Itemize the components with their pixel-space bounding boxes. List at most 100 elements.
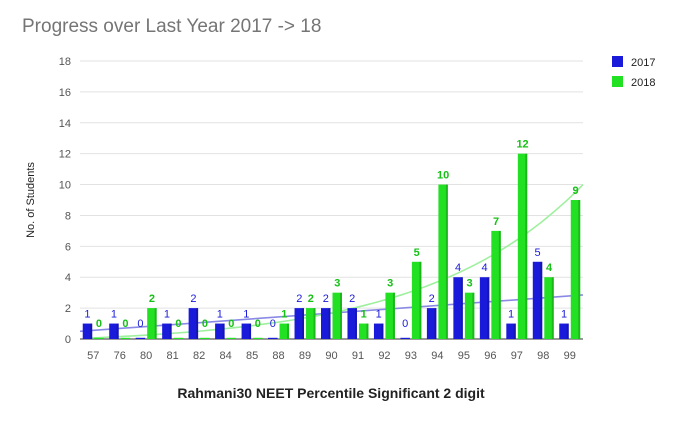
bar-2017-92: [373, 323, 384, 339]
y-tick-label: 8: [65, 210, 71, 222]
bar-2018-80: [147, 308, 157, 339]
bar-shade: [196, 308, 199, 339]
bar-2018-96: [491, 230, 501, 339]
bar-2017-85: [241, 323, 252, 339]
bar-2017-99: [559, 323, 569, 339]
data-label-2017: 2: [323, 293, 329, 305]
data-label-2017: 1: [164, 309, 170, 321]
data-label-2018: 4: [546, 262, 553, 274]
bar-shade: [460, 277, 463, 339]
bar-shade: [354, 308, 357, 339]
bar-2018-91: [358, 323, 369, 339]
bar-2017-94: [426, 308, 437, 339]
data-label-2017: 2: [296, 293, 302, 305]
data-label-2017: 0: [270, 318, 276, 330]
x-tick-label: 80: [140, 350, 152, 362]
x-axis-title: Rahmani30 NEET Percentile Significant 2 …: [177, 385, 485, 401]
y-tick-label: 6: [65, 241, 71, 253]
y-axis-title: No. of Students: [25, 162, 37, 238]
y-tick-label: 10: [59, 180, 71, 192]
data-label-2017: 1: [508, 309, 514, 321]
bar-2017-96: [479, 277, 490, 339]
bar-shade: [525, 153, 528, 339]
data-label-2017: 1: [376, 309, 382, 321]
bar-2017-76: [109, 323, 119, 339]
bar-shade: [366, 323, 369, 339]
data-label-2017: 4: [482, 262, 488, 274]
bar-shade: [445, 184, 448, 339]
data-label-2017: 1: [561, 309, 567, 321]
bar-2017-88: [268, 337, 278, 339]
data-label-2017: 0: [402, 318, 408, 330]
x-tick-label: 94: [431, 350, 443, 362]
x-tick-label: 76: [114, 350, 126, 362]
bar-shade: [222, 323, 225, 339]
data-label-2018: 2: [308, 293, 314, 305]
bar-shade: [249, 323, 252, 339]
bar-2018-84: [226, 337, 237, 339]
bar-2017-95: [453, 277, 463, 339]
bar-2017-89: [294, 308, 305, 339]
data-label-2018: 0: [122, 318, 128, 330]
bar-2018-98: [544, 277, 554, 339]
bar-2017-93: [400, 337, 410, 339]
data-label-2017: 1: [84, 309, 90, 321]
bar-shade: [540, 261, 543, 339]
bar-shade: [513, 323, 516, 339]
data-label-2017: 2: [190, 293, 196, 305]
bar-2017-81: [162, 323, 172, 339]
chart-title: Progress over Last Year 2017 -> 18: [22, 16, 322, 37]
bar-2017-57: [82, 323, 93, 339]
y-tick-label: 18: [59, 56, 71, 68]
bar-2018-99: [570, 200, 581, 339]
bar-2018-93: [411, 261, 422, 339]
bar-shade: [116, 323, 119, 339]
legend-swatch-2018: [612, 76, 623, 87]
data-label-2018: 5: [414, 247, 420, 259]
bar-shade: [90, 323, 93, 339]
bar-shade: [154, 308, 157, 339]
bar-shade: [419, 261, 422, 339]
data-label-2018: 0: [202, 318, 208, 330]
data-label-2017: 4: [455, 262, 461, 274]
x-tick-label: 92: [378, 350, 390, 362]
bar-2017-90: [321, 308, 331, 339]
bar-shade: [328, 308, 331, 339]
bar-shade: [498, 230, 501, 339]
data-label-2017: 5: [534, 247, 540, 259]
y-tick-label: 2: [65, 303, 71, 315]
data-label-2018: 3: [334, 278, 340, 290]
bar-2018-81: [173, 337, 184, 339]
data-label-2017: 0: [137, 318, 143, 330]
bar-shade: [340, 292, 342, 339]
data-label-2017: 2: [349, 293, 355, 305]
x-tick-label: 96: [484, 350, 496, 362]
x-tick-label: 95: [458, 350, 470, 362]
data-label-2018: 3: [467, 278, 473, 290]
x-tick-label: 84: [219, 350, 231, 362]
bars: [82, 153, 581, 339]
bar-2018-85: [253, 337, 263, 339]
data-label-2017: 2: [429, 293, 435, 305]
bar-2018-95: [464, 292, 475, 339]
bar-shade: [169, 323, 172, 339]
data-label-2017: 1: [111, 309, 117, 321]
bar-shade: [287, 323, 290, 339]
bar-shade: [578, 200, 581, 339]
x-tick-label: 57: [87, 350, 99, 362]
x-tick-label: 85: [246, 350, 258, 362]
legend-label-2018: 2018: [631, 77, 655, 89]
bar-shade: [313, 308, 316, 339]
bar-2018-82: [200, 337, 210, 339]
bar-2017-97: [506, 323, 516, 339]
data-label-2018: 2: [149, 293, 155, 305]
data-label-2018: 0: [175, 318, 181, 330]
bar-2017-91: [347, 308, 357, 339]
bar-2018-57: [94, 337, 104, 339]
bar-2017-84: [215, 323, 225, 339]
legend-swatch-2017: [612, 56, 623, 67]
gridlines: [80, 60, 583, 340]
x-tick-label: 93: [405, 350, 417, 362]
bar-shade: [472, 292, 475, 339]
